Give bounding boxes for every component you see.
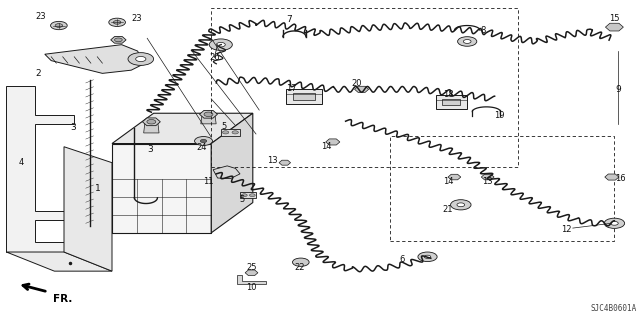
- Text: 5: 5: [239, 195, 244, 204]
- Circle shape: [200, 139, 207, 143]
- Text: 15: 15: [609, 14, 620, 23]
- Text: 1: 1: [95, 184, 100, 193]
- Circle shape: [216, 42, 225, 47]
- Polygon shape: [111, 37, 126, 43]
- Polygon shape: [112, 113, 253, 144]
- Text: 23: 23: [35, 12, 45, 21]
- Text: 13: 13: [267, 156, 277, 165]
- Text: 6: 6: [399, 256, 404, 264]
- Polygon shape: [45, 45, 144, 73]
- Text: 24: 24: [196, 143, 207, 152]
- Polygon shape: [112, 144, 211, 233]
- Text: 21: 21: [443, 205, 453, 214]
- Text: 17: 17: [287, 84, 297, 93]
- Text: 10: 10: [246, 283, 257, 292]
- Text: 13: 13: [483, 177, 493, 186]
- Text: 25: 25: [246, 263, 257, 272]
- Circle shape: [195, 137, 212, 145]
- Polygon shape: [142, 118, 160, 126]
- Bar: [293, 93, 315, 100]
- Polygon shape: [355, 86, 369, 93]
- Circle shape: [451, 200, 471, 210]
- Bar: [241, 192, 256, 198]
- Circle shape: [223, 131, 229, 134]
- Circle shape: [115, 38, 122, 42]
- Bar: [436, 95, 467, 109]
- Circle shape: [458, 37, 477, 46]
- Circle shape: [418, 252, 437, 262]
- Text: 11: 11: [203, 177, 213, 186]
- Text: FR.: FR.: [53, 294, 72, 304]
- Text: 14: 14: [321, 142, 332, 151]
- Text: 23: 23: [131, 14, 141, 23]
- Polygon shape: [201, 114, 216, 124]
- Text: 3: 3: [148, 145, 153, 154]
- Polygon shape: [605, 174, 619, 180]
- Circle shape: [147, 120, 156, 124]
- Polygon shape: [245, 270, 258, 276]
- Polygon shape: [6, 86, 74, 252]
- Text: 12: 12: [561, 225, 572, 234]
- Text: 8: 8: [481, 26, 486, 35]
- Polygon shape: [326, 139, 340, 145]
- Text: 9: 9: [615, 85, 621, 94]
- Circle shape: [457, 203, 465, 207]
- Polygon shape: [200, 110, 218, 118]
- Text: 26: 26: [209, 53, 220, 62]
- Text: 3: 3: [71, 123, 76, 132]
- Circle shape: [51, 21, 67, 30]
- Circle shape: [55, 24, 63, 27]
- Circle shape: [209, 39, 232, 50]
- Polygon shape: [279, 160, 291, 165]
- Bar: [390, 136, 614, 241]
- Bar: [287, 89, 321, 104]
- Polygon shape: [237, 275, 266, 284]
- Text: 16: 16: [616, 174, 626, 183]
- Polygon shape: [143, 122, 159, 133]
- Text: 19: 19: [494, 111, 504, 120]
- Circle shape: [109, 18, 125, 26]
- Circle shape: [113, 20, 121, 24]
- Circle shape: [204, 112, 213, 116]
- Circle shape: [128, 53, 154, 65]
- Polygon shape: [6, 252, 112, 271]
- Bar: [442, 99, 460, 105]
- Text: 20: 20: [351, 79, 362, 88]
- Circle shape: [292, 258, 309, 266]
- Circle shape: [241, 194, 247, 197]
- Circle shape: [250, 194, 255, 197]
- Polygon shape: [213, 166, 240, 179]
- Polygon shape: [64, 147, 112, 271]
- Polygon shape: [481, 174, 494, 180]
- Circle shape: [136, 56, 146, 62]
- Text: 14: 14: [443, 177, 453, 186]
- Circle shape: [604, 218, 625, 228]
- Text: SJC4B0601A: SJC4B0601A: [591, 304, 637, 313]
- Text: 7: 7: [287, 15, 292, 24]
- Text: 18: 18: [443, 90, 453, 99]
- Circle shape: [232, 131, 238, 134]
- Circle shape: [463, 40, 471, 43]
- Circle shape: [611, 221, 618, 225]
- Bar: [211, 8, 518, 167]
- Text: 5: 5: [221, 122, 227, 131]
- Bar: [221, 129, 240, 136]
- Text: 2: 2: [36, 69, 41, 78]
- Polygon shape: [448, 174, 461, 180]
- Polygon shape: [605, 23, 623, 31]
- Text: 4: 4: [19, 158, 24, 167]
- Text: 22: 22: [294, 263, 305, 272]
- Polygon shape: [211, 113, 253, 233]
- Circle shape: [424, 255, 431, 258]
